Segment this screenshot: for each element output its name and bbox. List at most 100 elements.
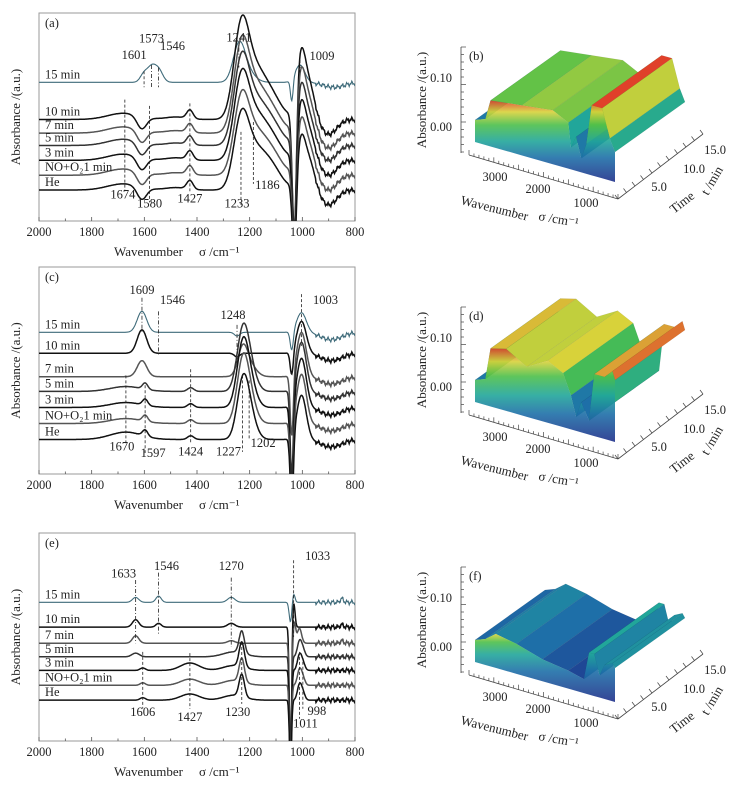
panel-label: (d) xyxy=(469,309,484,323)
series-label: 3 min xyxy=(45,145,75,159)
x-axis-unit: σ /cm⁻¹ xyxy=(199,764,240,779)
surface-strip xyxy=(474,588,557,641)
y-tick xyxy=(648,168,653,174)
surface-strip xyxy=(489,298,577,350)
series-line-3-min xyxy=(39,640,355,741)
x-tick-label: 1200 xyxy=(237,745,262,759)
y-tick xyxy=(682,662,687,668)
y-tick-label: 15.0 xyxy=(704,663,726,677)
x-tick-label: 1800 xyxy=(79,478,104,492)
x-axis-unit: σ /cm⁻¹ xyxy=(199,497,240,512)
x-axis-unit: σ /cm⁻¹ xyxy=(537,728,580,750)
series-line-he xyxy=(39,107,355,221)
y-tick xyxy=(614,714,619,720)
series-line-10-min xyxy=(39,603,355,741)
x-axis-unit: σ /cm⁻¹ xyxy=(199,244,240,259)
surface-strip xyxy=(604,613,683,666)
peak-label: 1009 xyxy=(309,49,334,63)
y-tick-label: 15.0 xyxy=(704,143,726,157)
y-tick xyxy=(631,181,636,187)
y-tick xyxy=(640,695,644,700)
peak-label: 1427 xyxy=(177,710,202,724)
peak-label: 1546 xyxy=(160,39,185,53)
peak-label: 1546 xyxy=(154,559,179,573)
peak-label: 1270 xyxy=(219,559,244,573)
x-axis-title: Wavenumber xyxy=(459,452,530,483)
x-tick-label: 2000 xyxy=(526,442,551,456)
y-tick xyxy=(631,441,636,447)
series-line-3-min xyxy=(39,67,355,221)
x-tick-label: 1200 xyxy=(237,478,262,492)
x-tick-label: 1000 xyxy=(574,196,599,210)
series-group xyxy=(39,310,355,474)
x-tick-label: 2000 xyxy=(526,702,551,716)
series-line-he xyxy=(39,372,355,474)
y-tick xyxy=(648,688,653,694)
series-label: He xyxy=(45,425,60,439)
z-tick-label: 0.00 xyxy=(430,640,452,654)
y-tick xyxy=(699,389,704,395)
panel-label: (c) xyxy=(45,270,59,284)
peak-label: 1186 xyxy=(255,178,280,192)
peak-label: 1233 xyxy=(224,196,249,210)
panel-label: (e) xyxy=(45,536,59,550)
y-tick xyxy=(699,649,704,655)
series-line-5-min xyxy=(39,629,355,741)
z-tick-label: 0.10 xyxy=(430,71,452,85)
y-axis-title: Absorbance /(a.u.) xyxy=(8,589,23,685)
y-tick xyxy=(657,682,661,687)
x-tick-label: 1200 xyxy=(237,225,262,239)
y-tick xyxy=(640,435,644,440)
peak-label: 1248 xyxy=(221,308,246,322)
x-tick-label: 3000 xyxy=(483,170,508,184)
series-line-3-min xyxy=(39,335,355,474)
y-axis-title: Time xyxy=(667,708,698,737)
y-tick xyxy=(674,669,678,674)
z-tick-label: 0.10 xyxy=(430,331,452,345)
x-tick-label: 1000 xyxy=(574,716,599,730)
z-axis-title: Absorbance /(a.u.) xyxy=(414,52,429,148)
x-tick-label: 1600 xyxy=(132,225,157,239)
peak-label: 1427 xyxy=(177,191,202,205)
y-tick xyxy=(623,188,627,193)
peak-label: 1597 xyxy=(141,446,166,460)
peak-label: 1546 xyxy=(160,293,185,307)
x-tick-label: 1400 xyxy=(185,478,210,492)
series-label: 3 min xyxy=(45,655,75,669)
y-tick-label: 10.0 xyxy=(683,682,705,696)
y-tick xyxy=(640,175,644,180)
y-tick xyxy=(657,162,661,167)
series-line-7-min xyxy=(39,34,355,221)
chart-panel-a: 2000 1800 1600 1400 1200 1000 800 Wavenumber σ /… xyxy=(8,12,364,259)
series-line-7-min xyxy=(39,331,355,436)
y-tick-label: 5.0 xyxy=(651,180,667,194)
y-axis-title: Absorbance /(a.u.) xyxy=(8,322,23,418)
chart-panel-d: 0.10 0.00 3000 2000 1000 5.0 10.0 15.0 Wavenumbe… xyxy=(414,297,726,490)
x-tick-label: 1600 xyxy=(132,478,157,492)
x-axis-title: Wavenumber xyxy=(459,712,530,743)
y-axis-title: Time xyxy=(667,188,698,217)
x-tick-label: 2000 xyxy=(526,182,551,196)
x-tick-label: 3000 xyxy=(483,690,508,704)
series-label: 15 min xyxy=(45,317,81,331)
peak-label: 1580 xyxy=(137,196,162,210)
peak-label: 998 xyxy=(307,704,326,718)
surface-strip xyxy=(490,50,593,106)
y-tick xyxy=(682,142,687,148)
peak-label: 1606 xyxy=(130,705,155,719)
chart-panel-c: 2000 1800 1600 1400 1200 1000 800 Wavenumber σ /… xyxy=(8,266,365,512)
y-tick-label: 10.0 xyxy=(683,162,705,176)
series-line-15-min xyxy=(39,310,355,351)
series-line-10-min xyxy=(39,320,355,376)
x-tick-label: 800 xyxy=(346,478,365,492)
peak-label: 1573 xyxy=(139,32,164,46)
x-tick-label: 1400 xyxy=(185,745,210,759)
y-axis-title: Time xyxy=(667,448,698,477)
x-tick-label: 1000 xyxy=(290,225,315,239)
y-tick xyxy=(674,409,678,414)
x-axis-unit: σ /cm⁻¹ xyxy=(537,468,580,490)
surface-strip xyxy=(521,55,624,111)
peak-label: 1230 xyxy=(225,705,250,719)
surface-front-face xyxy=(475,633,615,702)
